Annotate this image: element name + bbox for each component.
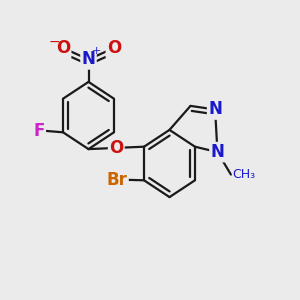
Text: O: O (109, 139, 123, 157)
Text: N: N (208, 100, 222, 118)
Text: Br: Br (106, 171, 128, 189)
Text: CH₃: CH₃ (232, 168, 256, 181)
Text: −: − (48, 34, 60, 48)
Text: N: N (211, 143, 224, 161)
Text: F: F (33, 122, 45, 140)
Text: O: O (107, 39, 121, 57)
Text: O: O (56, 39, 70, 57)
Text: +: + (92, 46, 102, 56)
Text: N: N (82, 50, 95, 68)
